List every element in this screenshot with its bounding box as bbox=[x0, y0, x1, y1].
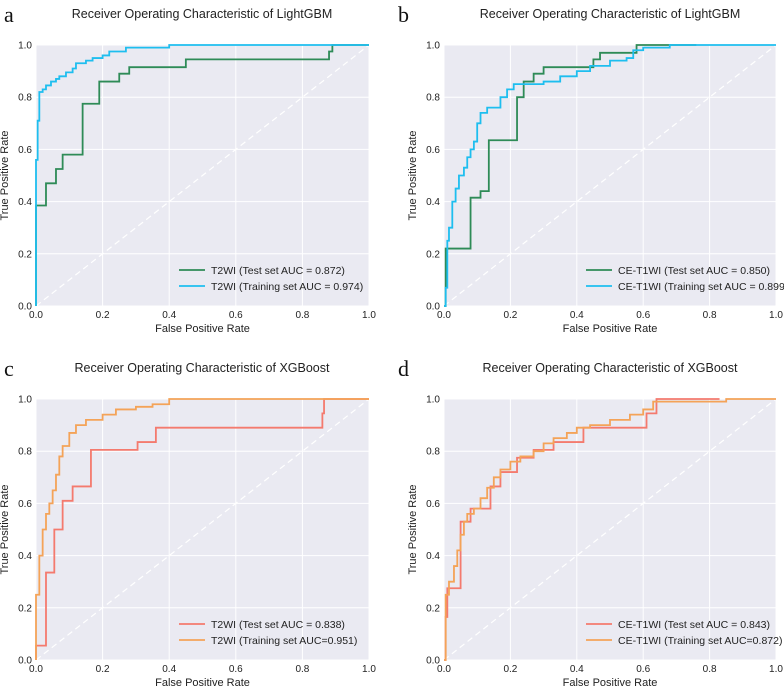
x-tick-label: 0.4 bbox=[162, 310, 176, 321]
y-tick-label: 0.4 bbox=[426, 551, 440, 562]
y-tick-label: 0.2 bbox=[426, 603, 440, 614]
roc-curve-series-1 bbox=[444, 44, 697, 307]
x-tick-label: 0.4 bbox=[570, 310, 584, 321]
x-axis-label: False Positive Rate bbox=[155, 323, 250, 335]
legend-entry: CE-T1WI (Test set AUC = 0.850) bbox=[618, 265, 770, 277]
legend-entry: T2WI (Test set AUC = 0.872) bbox=[211, 265, 345, 277]
panel-label: b bbox=[398, 2, 409, 27]
roc-panel-a: a Receiver Operating Characteristic of Li… bbox=[0, 2, 376, 335]
y-tick-label: 0.8 bbox=[18, 447, 32, 458]
y-tick-label: 0.4 bbox=[18, 197, 32, 208]
chance-diagonal bbox=[35, 44, 370, 307]
roc-curve-series-2 bbox=[35, 44, 369, 306]
x-tick-label: 1.0 bbox=[362, 310, 376, 321]
roc-curve-series-2 bbox=[444, 44, 776, 307]
x-tick-label: 1.0 bbox=[769, 664, 783, 675]
legend: CE-T1WI (Test set AUC = 0.843) CE-T1WI (T… bbox=[586, 619, 782, 647]
x-axis-label: False Positive Rate bbox=[563, 677, 658, 689]
chart-title: Receiver Operating Characteristic of XGB… bbox=[483, 361, 738, 375]
y-tick-label: 0.2 bbox=[426, 249, 440, 260]
x-tick-label: 0.0 bbox=[437, 310, 451, 321]
chance-diagonal bbox=[35, 398, 370, 661]
x-tick-label: 0.8 bbox=[295, 664, 309, 675]
legend: T2WI (Test set AUC = 0.838) T2WI (Trainin… bbox=[179, 619, 357, 647]
chart-title: Receiver Operating Characteristic of XGB… bbox=[75, 361, 330, 375]
y-tick-label: 0.6 bbox=[18, 145, 32, 156]
y-tick-label: 0.4 bbox=[426, 197, 440, 208]
y-tick-label: 0.0 bbox=[18, 302, 32, 313]
x-tick-label: 0.6 bbox=[636, 310, 650, 321]
roc-curve-series-2 bbox=[35, 398, 369, 660]
roc-curve-series-1 bbox=[35, 44, 369, 306]
x-tick-label: 0.2 bbox=[96, 664, 110, 675]
legend-entry: CE-T1WI (Training set AUC = 0.899) bbox=[618, 281, 784, 293]
x-tick-label: 0.8 bbox=[703, 310, 717, 321]
y-tick-label: 1.0 bbox=[18, 41, 32, 52]
legend-entry: CE-T1WI (Training set AUC=0.872) bbox=[618, 635, 782, 647]
roc-curve-series-1 bbox=[35, 398, 369, 660]
legend: T2WI (Test set AUC = 0.872) T2WI (Trainin… bbox=[179, 265, 363, 293]
roc-panel-d: d Receiver Operating Characteristic of XG… bbox=[398, 356, 783, 689]
chart-title: Receiver Operating Characteristic of Lig… bbox=[72, 7, 333, 21]
x-axis-label: False Positive Rate bbox=[563, 323, 658, 335]
y-tick-label: 0.4 bbox=[18, 551, 32, 562]
y-tick-label: 0.8 bbox=[426, 93, 440, 104]
roc-curve-series-2 bbox=[444, 398, 776, 661]
x-tick-label: 1.0 bbox=[362, 664, 376, 675]
x-tick-label: 0.8 bbox=[295, 310, 309, 321]
x-tick-label: 0.4 bbox=[570, 664, 584, 675]
roc-panel-c: c Receiver Operating Characteristic of XG… bbox=[0, 356, 376, 689]
y-tick-label: 1.0 bbox=[18, 395, 32, 406]
x-tick-label: 0.2 bbox=[503, 310, 517, 321]
y-axis-label: True Positive Rate bbox=[407, 484, 419, 574]
x-tick-label: 0.0 bbox=[29, 664, 43, 675]
panel-label: c bbox=[4, 356, 14, 381]
x-tick-label: 0.0 bbox=[29, 310, 43, 321]
y-tick-label: 0.0 bbox=[426, 656, 440, 667]
x-tick-label: 0.6 bbox=[229, 664, 243, 675]
chance-diagonal bbox=[443, 398, 777, 661]
legend-entry: T2WI (Training set AUC = 0.974) bbox=[211, 281, 363, 293]
panel-label: d bbox=[398, 356, 409, 381]
legend: CE-T1WI (Test set AUC = 0.850) CE-T1WI (T… bbox=[586, 265, 784, 293]
x-tick-label: 1.0 bbox=[769, 310, 783, 321]
y-axis-label: True Positive Rate bbox=[0, 130, 11, 220]
roc-panel-b: b Receiver Operating Characteristic of Li… bbox=[398, 2, 784, 335]
y-tick-label: 0.2 bbox=[18, 249, 32, 260]
x-tick-label: 0.0 bbox=[437, 664, 451, 675]
chart-title: Receiver Operating Characteristic of Lig… bbox=[480, 7, 741, 21]
x-tick-label: 0.4 bbox=[162, 664, 176, 675]
y-axis-label: True Positive Rate bbox=[407, 130, 419, 220]
y-tick-label: 0.6 bbox=[426, 499, 440, 510]
x-tick-label: 0.8 bbox=[703, 664, 717, 675]
chance-diagonal bbox=[443, 44, 777, 307]
x-tick-label: 0.2 bbox=[503, 664, 517, 675]
y-tick-label: 0.2 bbox=[18, 603, 32, 614]
y-tick-label: 0.0 bbox=[18, 656, 32, 667]
y-tick-label: 0.8 bbox=[18, 93, 32, 104]
y-tick-label: 0.6 bbox=[426, 145, 440, 156]
x-tick-label: 0.6 bbox=[636, 664, 650, 675]
legend-entry: CE-T1WI (Test set AUC = 0.843) bbox=[618, 619, 770, 631]
legend-entry: T2WI (Test set AUC = 0.838) bbox=[211, 619, 345, 631]
legend-entry: T2WI (Training set AUC=0.951) bbox=[211, 635, 357, 647]
y-tick-label: 1.0 bbox=[426, 395, 440, 406]
y-tick-label: 1.0 bbox=[426, 41, 440, 52]
y-tick-label: 0.6 bbox=[18, 499, 32, 510]
panel-label: a bbox=[4, 2, 14, 27]
x-tick-label: 0.2 bbox=[96, 310, 110, 321]
y-tick-label: 0.0 bbox=[426, 302, 440, 313]
x-axis-label: False Positive Rate bbox=[155, 677, 250, 689]
y-tick-label: 0.8 bbox=[426, 447, 440, 458]
y-axis-label: True Positive Rate bbox=[0, 484, 11, 574]
x-tick-label: 0.6 bbox=[229, 310, 243, 321]
